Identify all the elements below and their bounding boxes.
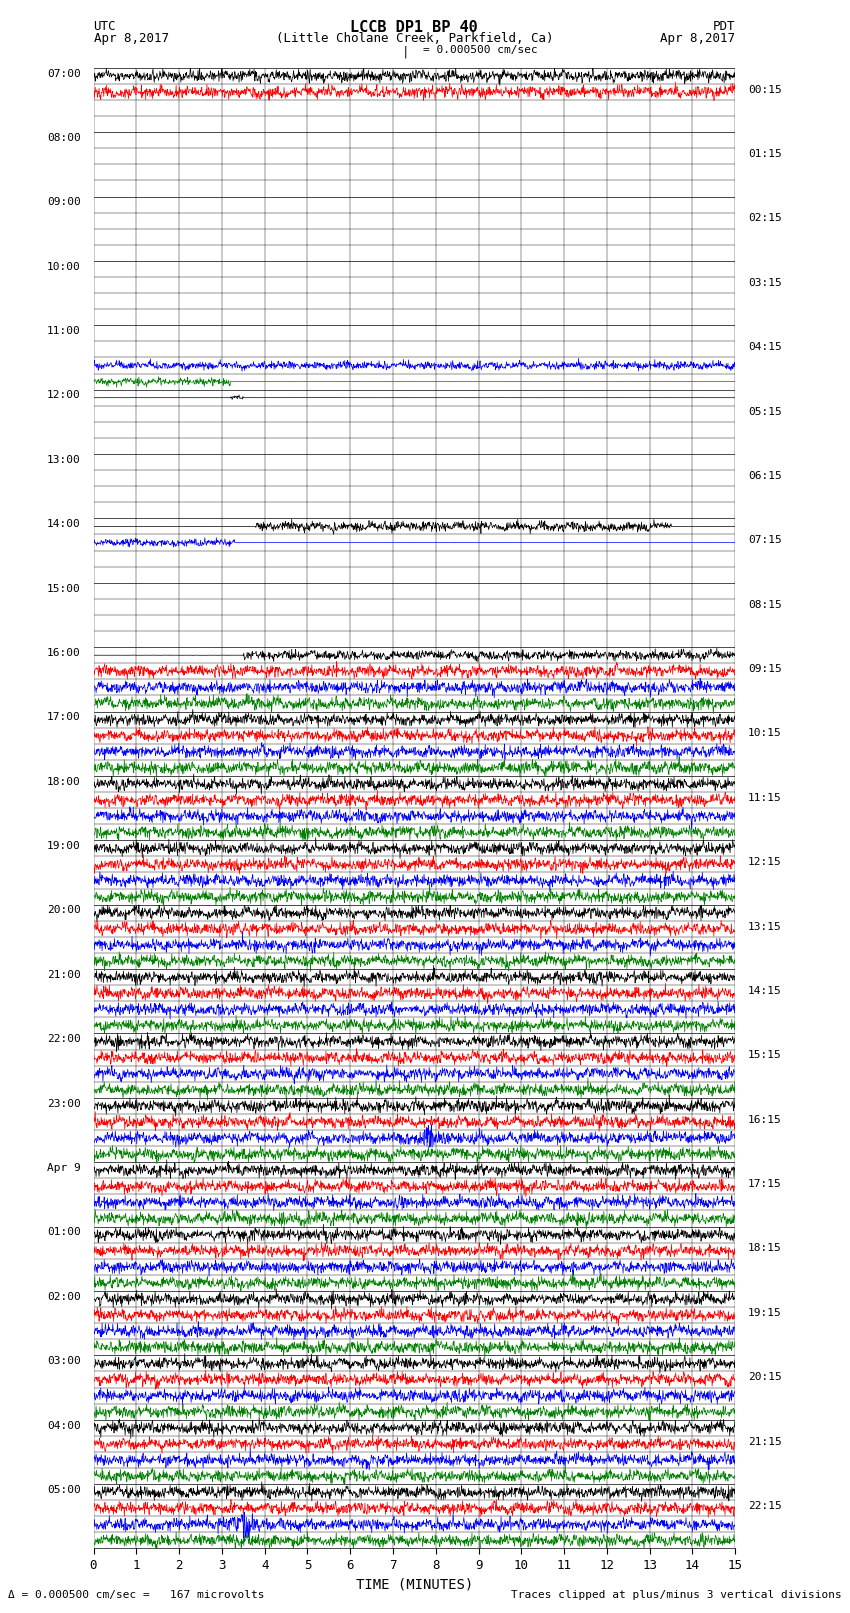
Text: 04:00: 04:00: [47, 1421, 81, 1431]
Text: 13:15: 13:15: [748, 921, 782, 932]
Text: 06:15: 06:15: [748, 471, 782, 481]
Text: 14:00: 14:00: [47, 519, 81, 529]
Text: 11:15: 11:15: [748, 794, 782, 803]
Text: 16:00: 16:00: [47, 648, 81, 658]
Text: 17:15: 17:15: [748, 1179, 782, 1189]
Text: 12:00: 12:00: [47, 390, 81, 400]
Text: Δ = 0.000500 cm/sec =   167 microvolts: Δ = 0.000500 cm/sec = 167 microvolts: [8, 1590, 265, 1600]
Text: LCCB DP1 BP 40: LCCB DP1 BP 40: [350, 19, 479, 35]
Text: 13:00: 13:00: [47, 455, 81, 465]
Text: 18:00: 18:00: [47, 777, 81, 787]
Text: 19:00: 19:00: [47, 840, 81, 852]
Text: = 0.000500 cm/sec: = 0.000500 cm/sec: [422, 45, 537, 55]
Text: 05:00: 05:00: [47, 1486, 81, 1495]
Text: 21:00: 21:00: [47, 969, 81, 979]
Text: 12:15: 12:15: [748, 857, 782, 868]
Text: 05:15: 05:15: [748, 406, 782, 416]
Text: 03:15: 03:15: [748, 277, 782, 287]
Text: 15:00: 15:00: [47, 584, 81, 594]
Text: 17:00: 17:00: [47, 713, 81, 723]
Text: 23:00: 23:00: [47, 1098, 81, 1108]
Text: 15:15: 15:15: [748, 1050, 782, 1060]
Text: Apr 8,2017: Apr 8,2017: [660, 32, 735, 45]
Text: 09:15: 09:15: [748, 665, 782, 674]
Text: 10:00: 10:00: [47, 261, 81, 271]
Text: Apr 8,2017: Apr 8,2017: [94, 32, 168, 45]
Text: 20:15: 20:15: [748, 1373, 782, 1382]
Text: 02:00: 02:00: [47, 1292, 81, 1302]
Text: 08:15: 08:15: [748, 600, 782, 610]
Text: 10:15: 10:15: [748, 729, 782, 739]
Text: 11:00: 11:00: [47, 326, 81, 336]
Text: |: |: [402, 45, 410, 58]
X-axis label: TIME (MINUTES): TIME (MINUTES): [356, 1578, 473, 1592]
Text: 08:00: 08:00: [47, 132, 81, 144]
Text: 07:00: 07:00: [47, 68, 81, 79]
Text: 16:15: 16:15: [748, 1115, 782, 1124]
Text: 01:00: 01:00: [47, 1227, 81, 1237]
Text: 09:00: 09:00: [47, 197, 81, 208]
Text: 21:15: 21:15: [748, 1437, 782, 1447]
Text: 22:15: 22:15: [748, 1502, 782, 1511]
Text: 01:15: 01:15: [748, 148, 782, 160]
Text: 18:15: 18:15: [748, 1244, 782, 1253]
Text: 07:15: 07:15: [748, 536, 782, 545]
Text: Traces clipped at plus/minus 3 vertical divisions: Traces clipped at plus/minus 3 vertical …: [511, 1590, 842, 1600]
Text: Apr 9: Apr 9: [47, 1163, 81, 1173]
Text: 22:00: 22:00: [47, 1034, 81, 1044]
Text: 04:15: 04:15: [748, 342, 782, 352]
Text: 02:15: 02:15: [748, 213, 782, 224]
Text: 00:15: 00:15: [748, 84, 782, 95]
Text: PDT: PDT: [713, 19, 735, 34]
Text: 19:15: 19:15: [748, 1308, 782, 1318]
Text: 14:15: 14:15: [748, 986, 782, 995]
Text: 20:00: 20:00: [47, 905, 81, 916]
Text: UTC: UTC: [94, 19, 116, 34]
Text: (Little Cholane Creek, Parkfield, Ca): (Little Cholane Creek, Parkfield, Ca): [275, 32, 553, 45]
Text: 03:00: 03:00: [47, 1357, 81, 1366]
